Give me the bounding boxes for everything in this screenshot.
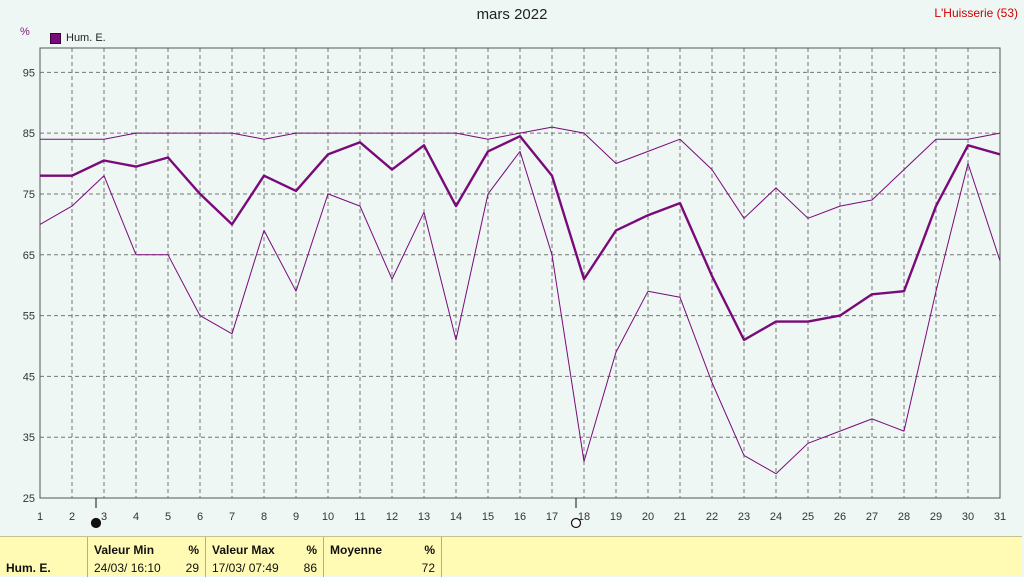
x-tick-label: 17 xyxy=(546,511,558,523)
x-tick-label: 29 xyxy=(930,511,942,523)
stats-mean-unit: % xyxy=(424,543,435,557)
x-tick-label: 6 xyxy=(197,511,203,523)
x-tick-label: 14 xyxy=(450,511,462,523)
y-tick-label: 35 xyxy=(23,432,35,444)
x-tick-label: 5 xyxy=(165,511,171,523)
stats-min-value: 29 xyxy=(185,561,199,575)
x-tick-label: 23 xyxy=(738,511,750,523)
stats-min-header: Valeur Min xyxy=(94,543,155,557)
y-tick-label: 45 xyxy=(23,371,35,383)
x-tick-label: 7 xyxy=(229,511,235,523)
stats-min-unit: % xyxy=(188,543,199,557)
new-moon-icon xyxy=(570,517,582,529)
stats-max-value: 86 xyxy=(303,561,317,575)
grid xyxy=(40,48,1000,498)
series-line-max xyxy=(40,126,1001,219)
x-tick-label: 3 xyxy=(101,511,107,523)
y-tick-label: 25 xyxy=(23,493,35,505)
x-tick-label: 16 xyxy=(514,511,526,523)
legend[interactable]: Hum. E. xyxy=(50,32,106,44)
station-name: L'Huisserie (53) xyxy=(934,6,1018,20)
stats-mean-cell: Moyenne % 72 xyxy=(324,537,442,577)
stats-mean-value: 72 xyxy=(421,561,435,575)
y-tick-label: 75 xyxy=(23,189,35,201)
legend-label: Hum. E. xyxy=(66,32,106,44)
x-tick-label: 27 xyxy=(866,511,878,523)
x-tick-label: 25 xyxy=(802,511,814,523)
stats-row-label-cell: Hum. E. xyxy=(0,537,88,577)
x-tick-label: 12 xyxy=(386,511,398,523)
x-tick-label: 8 xyxy=(261,511,267,523)
stats-max-unit: % xyxy=(306,543,317,557)
x-tick-label: 1 xyxy=(37,511,43,523)
x-tick-label: 30 xyxy=(962,511,974,523)
legend-swatch xyxy=(50,32,61,44)
stats-min-when: 24/03/ 16:10 xyxy=(94,561,161,575)
y-tick-label: 95 xyxy=(23,67,35,79)
markers xyxy=(90,498,582,529)
y-tick-label: 85 xyxy=(23,128,35,140)
x-tick-label: 22 xyxy=(706,511,718,523)
x-tick-label: 21 xyxy=(674,511,686,523)
stats-max-cell: Valeur Max % 17/03/ 07:49 86 xyxy=(206,537,324,577)
plot-frame xyxy=(39,47,1001,499)
stats-max-when: 17/03/ 07:49 xyxy=(212,561,279,575)
x-tick-label: 11 xyxy=(354,511,365,523)
y-tick-label: 55 xyxy=(23,311,35,323)
x-tick-label: 10 xyxy=(322,511,334,523)
series-line-mean xyxy=(40,134,1001,342)
x-tick-label: 26 xyxy=(834,511,846,523)
x-tick-label: 19 xyxy=(610,511,622,523)
x-tick-label: 13 xyxy=(418,511,430,523)
series xyxy=(39,126,1001,475)
stats-min-cell: Valeur Min % 24/03/ 16:10 29 xyxy=(88,537,206,577)
stats-mean-header: Moyenne xyxy=(330,543,383,557)
y-unit-label: % xyxy=(20,26,30,38)
x-tick-label: 31 xyxy=(994,511,1006,523)
x-tick-label: 18 xyxy=(578,511,590,523)
stats-max-header: Valeur Max xyxy=(212,543,275,557)
x-tick-label: 15 xyxy=(482,511,494,523)
x-tick-label: 2 xyxy=(69,511,75,523)
x-tick-label: 4 xyxy=(133,511,139,523)
x-tick-label: 28 xyxy=(898,511,910,523)
series-line-min xyxy=(39,150,1001,475)
full-moon-icon xyxy=(90,517,102,529)
stats-panel: Hum. E. Valeur Min % 24/03/ 16:10 29 Val… xyxy=(0,536,1022,577)
x-tick-label: 9 xyxy=(293,511,299,523)
x-tick-label: 20 xyxy=(642,511,654,523)
chart-title: mars 2022 xyxy=(476,6,548,23)
y-tick-label: 65 xyxy=(23,250,35,262)
stats-row-label: Hum. E. xyxy=(6,561,51,575)
x-tick-label: 24 xyxy=(770,511,782,523)
